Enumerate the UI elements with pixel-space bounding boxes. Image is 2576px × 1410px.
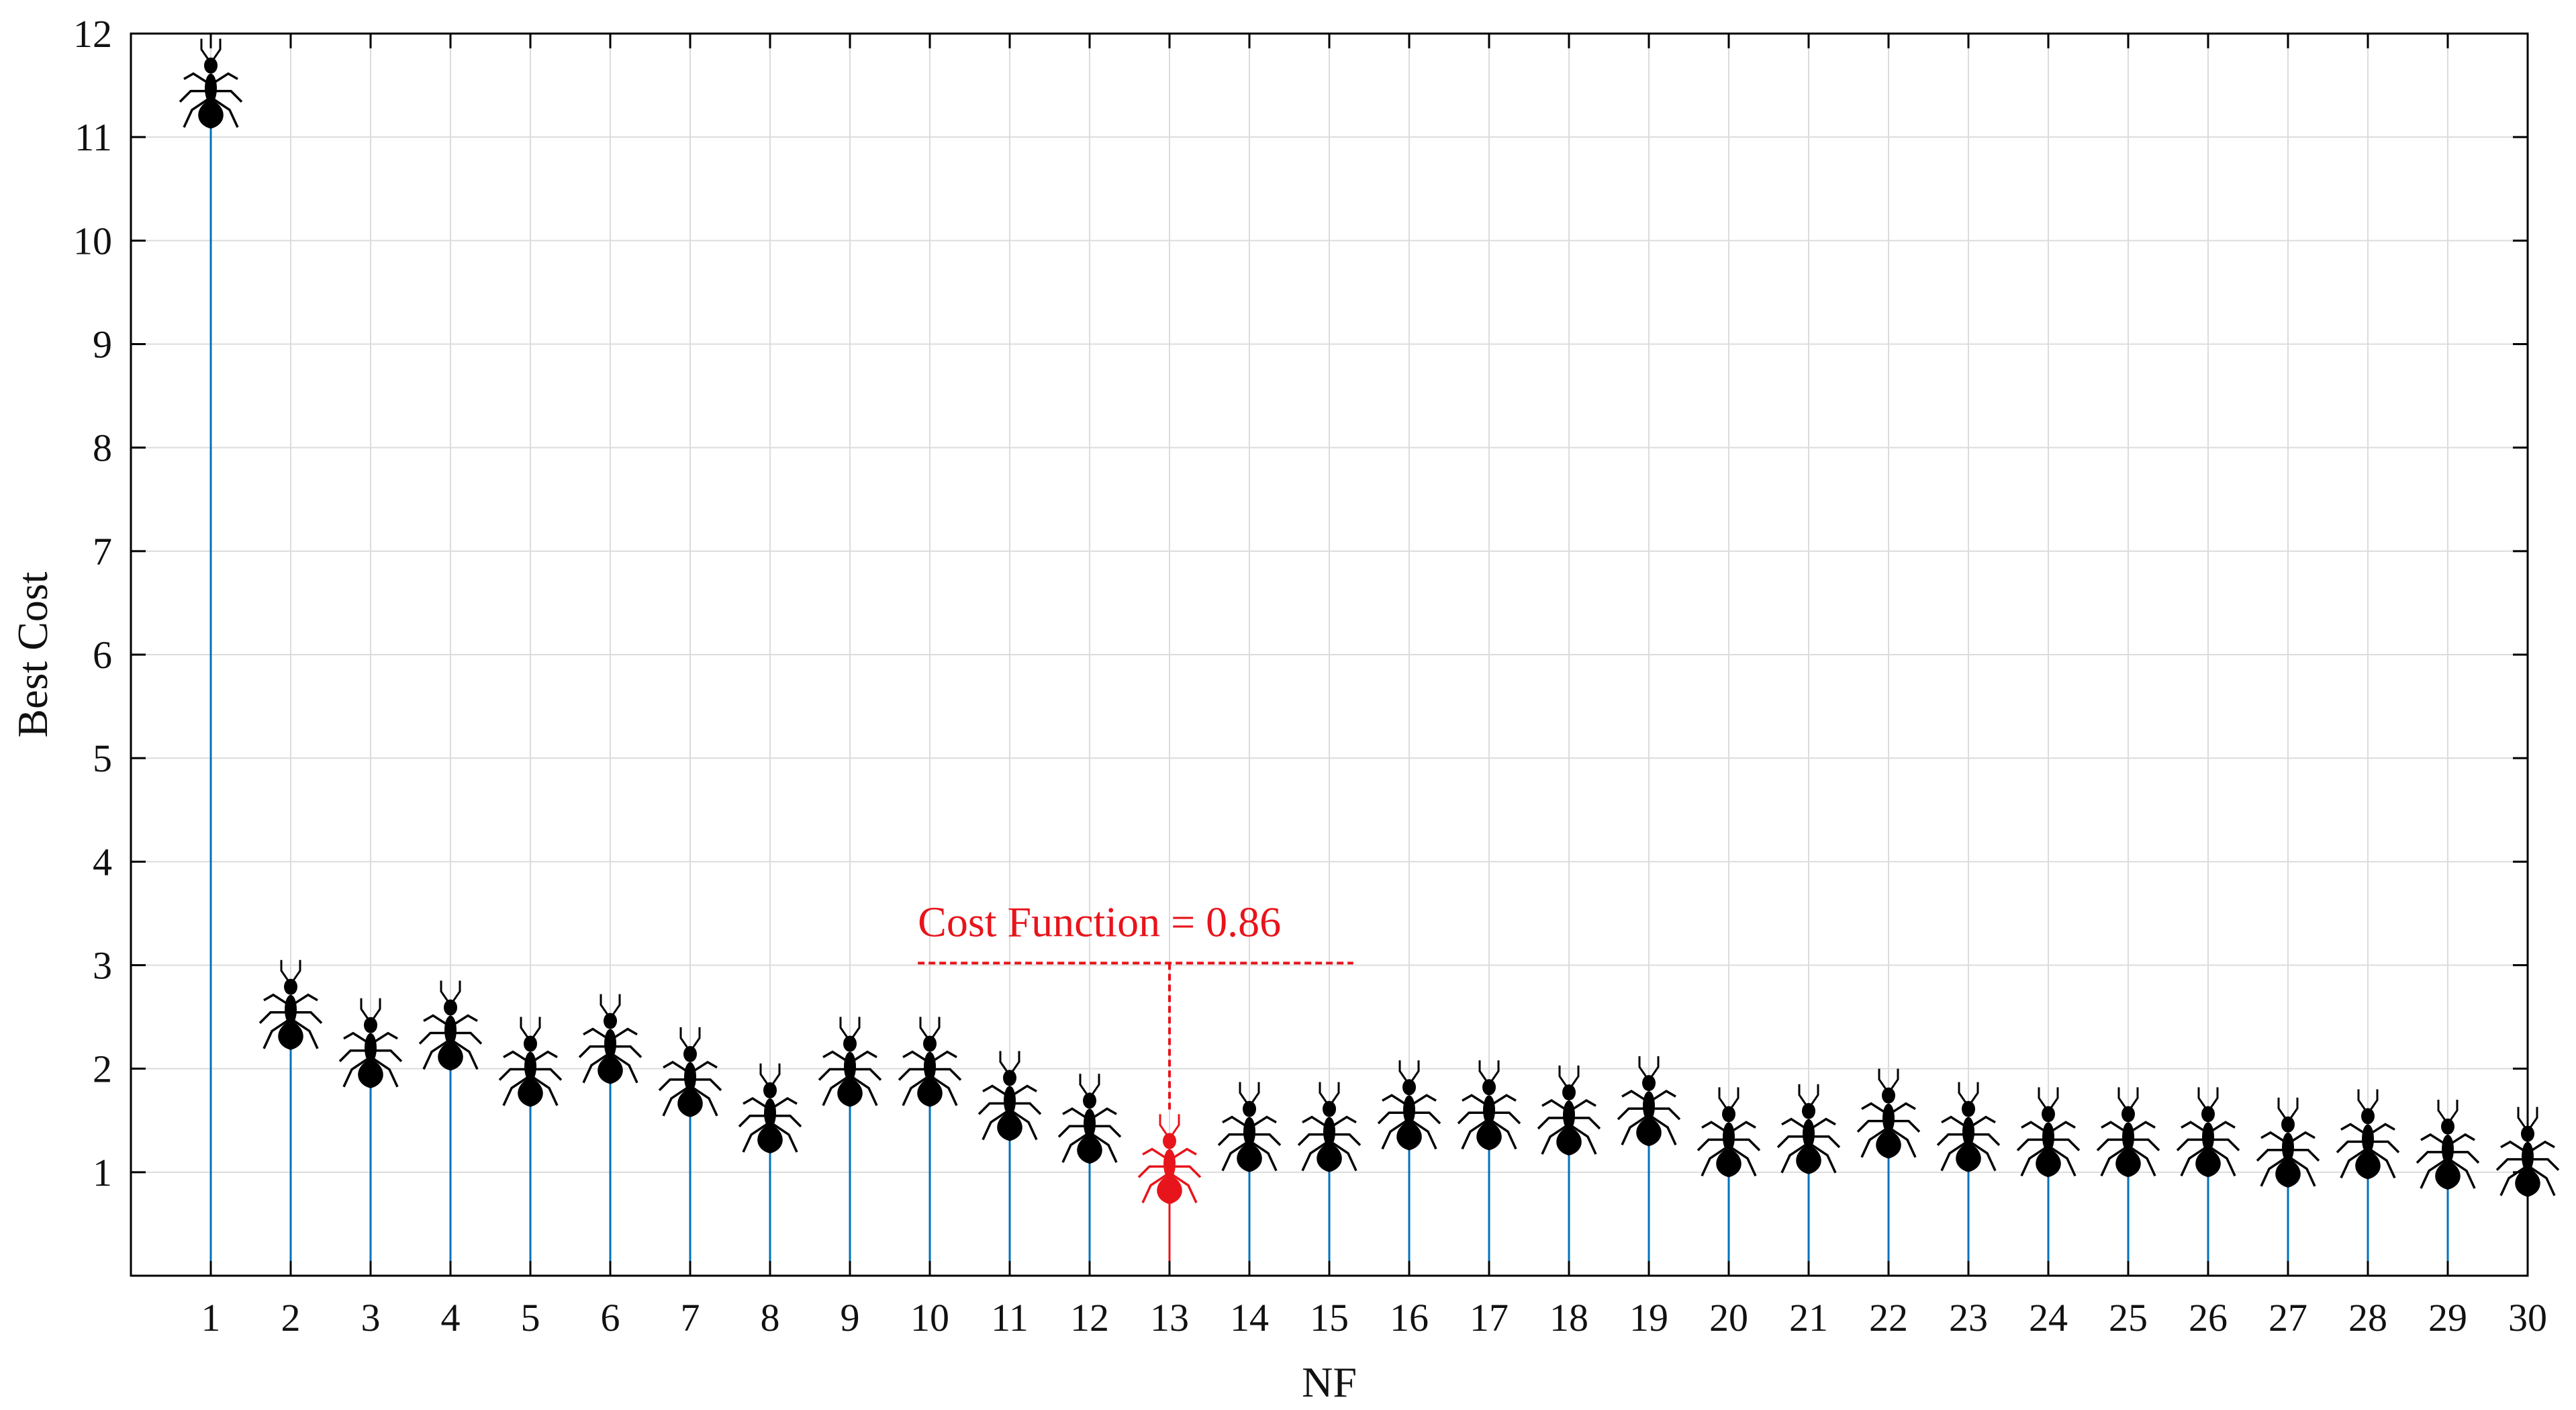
annotation: Cost Function = 0.86 — [918, 898, 1353, 1113]
ant-icon — [1776, 1084, 1841, 1174]
x-tick-label: 21 — [1789, 1296, 1828, 1340]
ant-icon — [1697, 1087, 1761, 1178]
x-tick-label: 28 — [2348, 1296, 2387, 1340]
ant-icon — [2256, 1097, 2320, 1188]
ant-icon — [658, 1027, 722, 1117]
axis-ticks — [131, 32, 2529, 1276]
x-tick-label: 26 — [2189, 1296, 2228, 1340]
stems — [209, 111, 2529, 1276]
grid-lines — [131, 33, 2528, 1276]
x-tick-label: 19 — [1629, 1296, 1668, 1340]
ant-icon — [1137, 1114, 1202, 1205]
ant-icon — [1217, 1082, 1282, 1172]
x-tick-label: 13 — [1150, 1296, 1189, 1340]
ant-icon — [977, 1051, 1042, 1141]
x-tick-label: 23 — [1949, 1296, 1988, 1340]
ant-icon — [338, 998, 403, 1088]
ant-icon — [1617, 1056, 1681, 1147]
ant-icon — [258, 959, 323, 1050]
x-tick-label: 4 — [441, 1296, 461, 1340]
y-tick-label: 3 — [93, 944, 112, 988]
ant-icon — [2416, 1099, 2480, 1190]
ant-icon — [818, 1017, 882, 1107]
ant-icon — [1297, 1082, 1362, 1172]
x-tick-label: 11 — [991, 1296, 1029, 1340]
ant-icon — [898, 1017, 962, 1107]
x-tick-label: 30 — [2508, 1296, 2547, 1340]
x-tick-label: 15 — [1310, 1296, 1349, 1340]
y-tick-label: 11 — [75, 115, 112, 159]
ant-icon — [2016, 1087, 2081, 1178]
x-tick-label: 16 — [1390, 1296, 1429, 1340]
x-tick-label: 29 — [2428, 1296, 2467, 1340]
x-tick-label: 2 — [281, 1296, 301, 1340]
ant-icon — [179, 38, 243, 129]
x-tick-label: 9 — [841, 1296, 860, 1340]
x-tick-label: 27 — [2269, 1296, 2307, 1340]
ant-icon — [1537, 1065, 1601, 1156]
y-tick-label: 6 — [93, 633, 112, 677]
y-tick-label: 7 — [93, 530, 112, 573]
y-tick-label: 8 — [93, 426, 112, 470]
x-tick-label: 14 — [1230, 1296, 1269, 1340]
ant-icon — [418, 980, 483, 1071]
y-tick-label: 9 — [93, 323, 112, 367]
ant-icon — [578, 994, 642, 1084]
annotation-text: Cost Function = 0.86 — [918, 898, 1281, 945]
ant-icon — [2096, 1087, 2160, 1178]
ant-markers — [179, 38, 2560, 1205]
ant-icon — [2336, 1089, 2400, 1180]
x-axis-title: NF — [1302, 1358, 1357, 1406]
x-tick-label: 1 — [201, 1296, 221, 1340]
x-tick-label: 18 — [1549, 1296, 1588, 1340]
ant-icon — [1457, 1060, 1521, 1151]
x-tick-label: 5 — [521, 1296, 540, 1340]
x-tick-label: 12 — [1070, 1296, 1109, 1340]
ant-icon — [498, 1017, 563, 1107]
x-tick-label: 7 — [681, 1296, 700, 1340]
x-tick-labels: 1 2 3 4 5 6 7 8 9 10 11 12 13 14 15 16 17 18 19 20 21 22 23 24 2… — [201, 1296, 2548, 1340]
x-tick-label: 17 — [1470, 1296, 1509, 1340]
x-tick-label: 22 — [1869, 1296, 1908, 1340]
ant-icon — [738, 1063, 802, 1154]
ant-icon — [1377, 1060, 1441, 1151]
y-tick-label: 10 — [73, 219, 112, 263]
x-tick-label: 6 — [601, 1296, 620, 1340]
y-tick-label: 5 — [93, 737, 112, 780]
x-tick-label: 10 — [910, 1296, 949, 1340]
x-tick-label: 24 — [2029, 1296, 2068, 1340]
y-tick-label: 2 — [93, 1047, 112, 1091]
x-tick-label: 3 — [361, 1296, 381, 1340]
y-axis-title: Best Cost — [9, 571, 56, 737]
y-tick-label: 4 — [93, 840, 112, 884]
y-tick-label: 1 — [93, 1151, 112, 1194]
ant-icon — [1936, 1082, 2001, 1172]
x-tick-label: 25 — [2109, 1296, 2148, 1340]
ant-icon — [1057, 1074, 1122, 1164]
ant-icon — [2176, 1087, 2240, 1178]
x-tick-label: 20 — [1709, 1296, 1748, 1340]
y-tick-label: 12 — [73, 12, 112, 56]
ant-icon — [1856, 1068, 1921, 1159]
x-tick-label: 8 — [761, 1296, 780, 1340]
